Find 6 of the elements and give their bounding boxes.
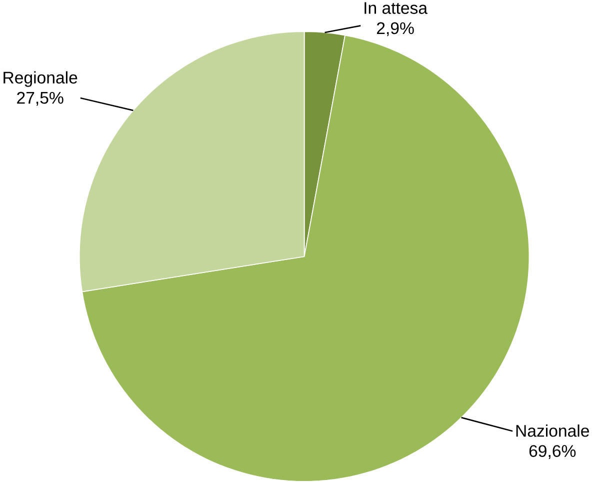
slice-label: Regionale <box>4 71 78 87</box>
data-label: 27,5% <box>17 92 64 106</box>
data-label: 69,6% <box>529 445 576 460</box>
slice-label: Nazionale <box>516 424 589 437</box>
slice-label: In attesa <box>364 2 428 14</box>
data-label: 2,9% <box>377 22 414 36</box>
